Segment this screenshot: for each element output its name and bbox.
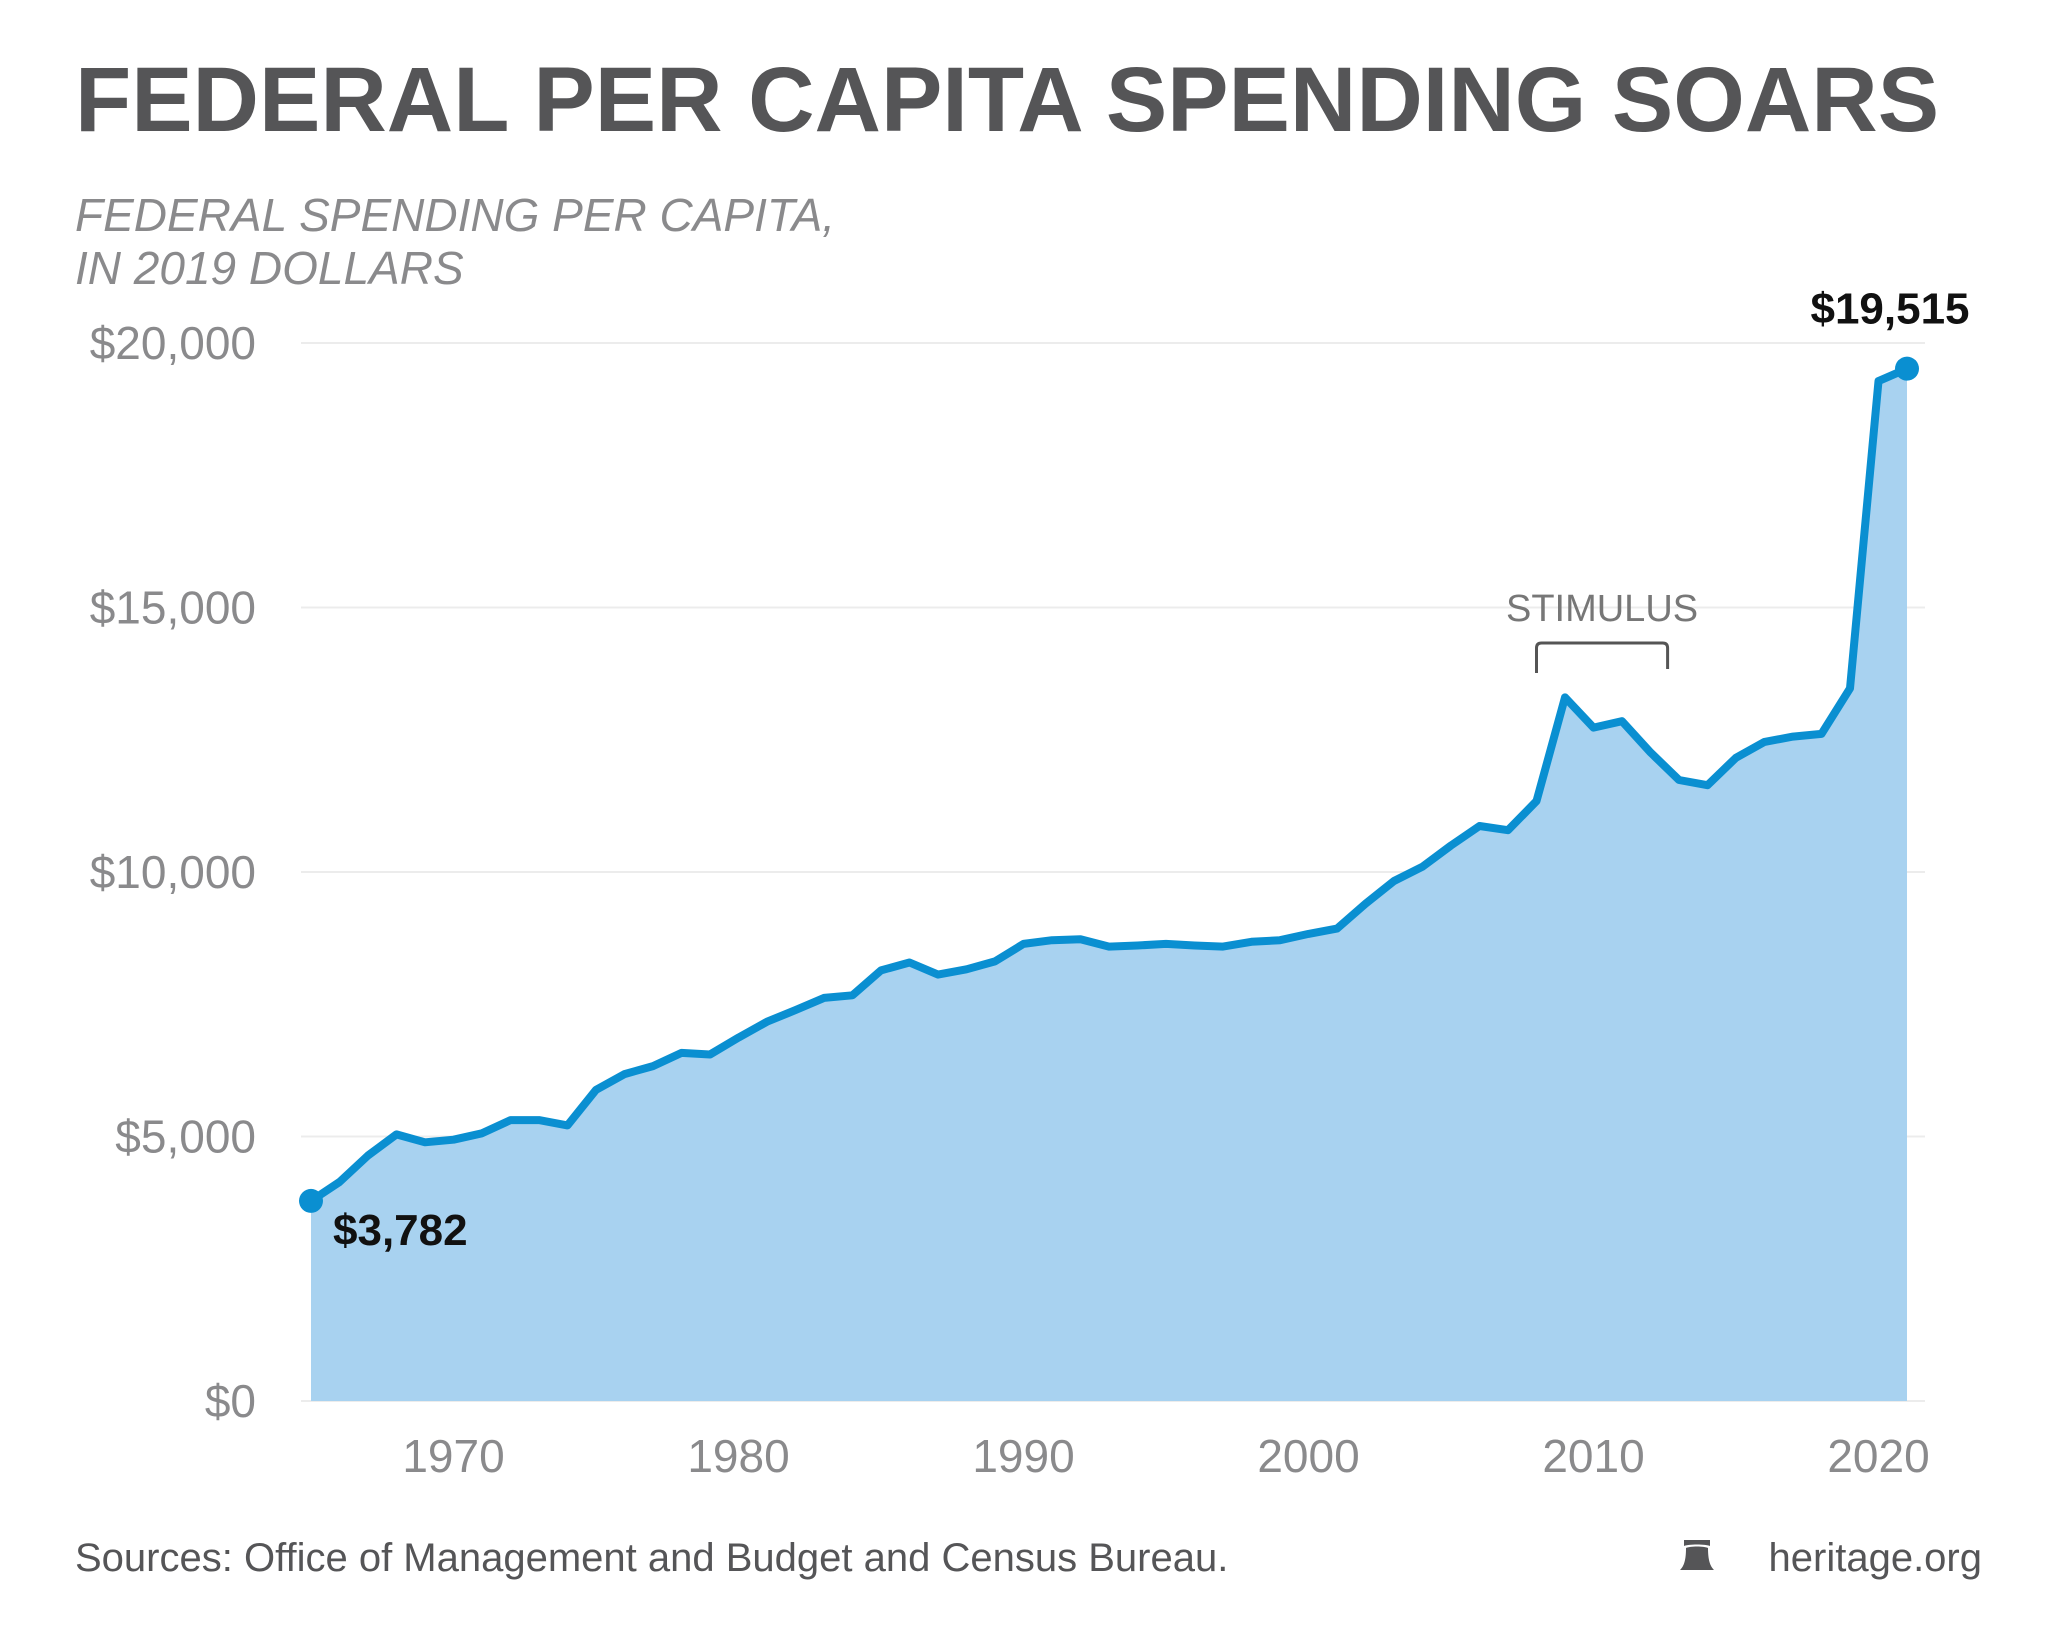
data-point — [1895, 356, 1919, 381]
y-tick-label: $20,000 — [90, 317, 256, 369]
y-tick-label: $15,000 — [90, 582, 256, 634]
data-label-start: $3,782 — [333, 1206, 468, 1255]
y-tick-label: $10,000 — [90, 846, 256, 898]
x-tick-label: 2000 — [1257, 1430, 1359, 1482]
x-tick-label: 2010 — [1542, 1430, 1644, 1482]
area-fill — [311, 368, 1907, 1402]
bell-icon — [1680, 1540, 1714, 1570]
x-tick-label: 1980 — [687, 1430, 789, 1482]
annotation-bracket — [1535, 641, 1670, 673]
x-tick-label: 1970 — [402, 1430, 504, 1482]
chart-title: FEDERAL PER CAPITA SPENDING SOARS — [75, 49, 1939, 151]
footer-sources: Sources: Office of Management and Budget… — [75, 1536, 1228, 1580]
y-tick-label: $0 — [205, 1375, 256, 1427]
y-tick-label: $5,000 — [115, 1111, 256, 1163]
x-tick-label: 1990 — [972, 1430, 1074, 1482]
x-tick-label: 2020 — [1827, 1430, 1929, 1482]
chart-subtitle-line-2: IN 2019 DOLLARS — [75, 242, 464, 294]
footer-brand: heritage.org — [1769, 1536, 1982, 1580]
data-label-end: $19,515 — [1810, 285, 1969, 334]
chart-subtitle-line-1: FEDERAL SPENDING PER CAPITA, — [75, 189, 835, 241]
annotation-stimulus: STIMULUS — [1506, 588, 1698, 630]
series-line — [308, 365, 1909, 1205]
data-point — [299, 1188, 323, 1213]
